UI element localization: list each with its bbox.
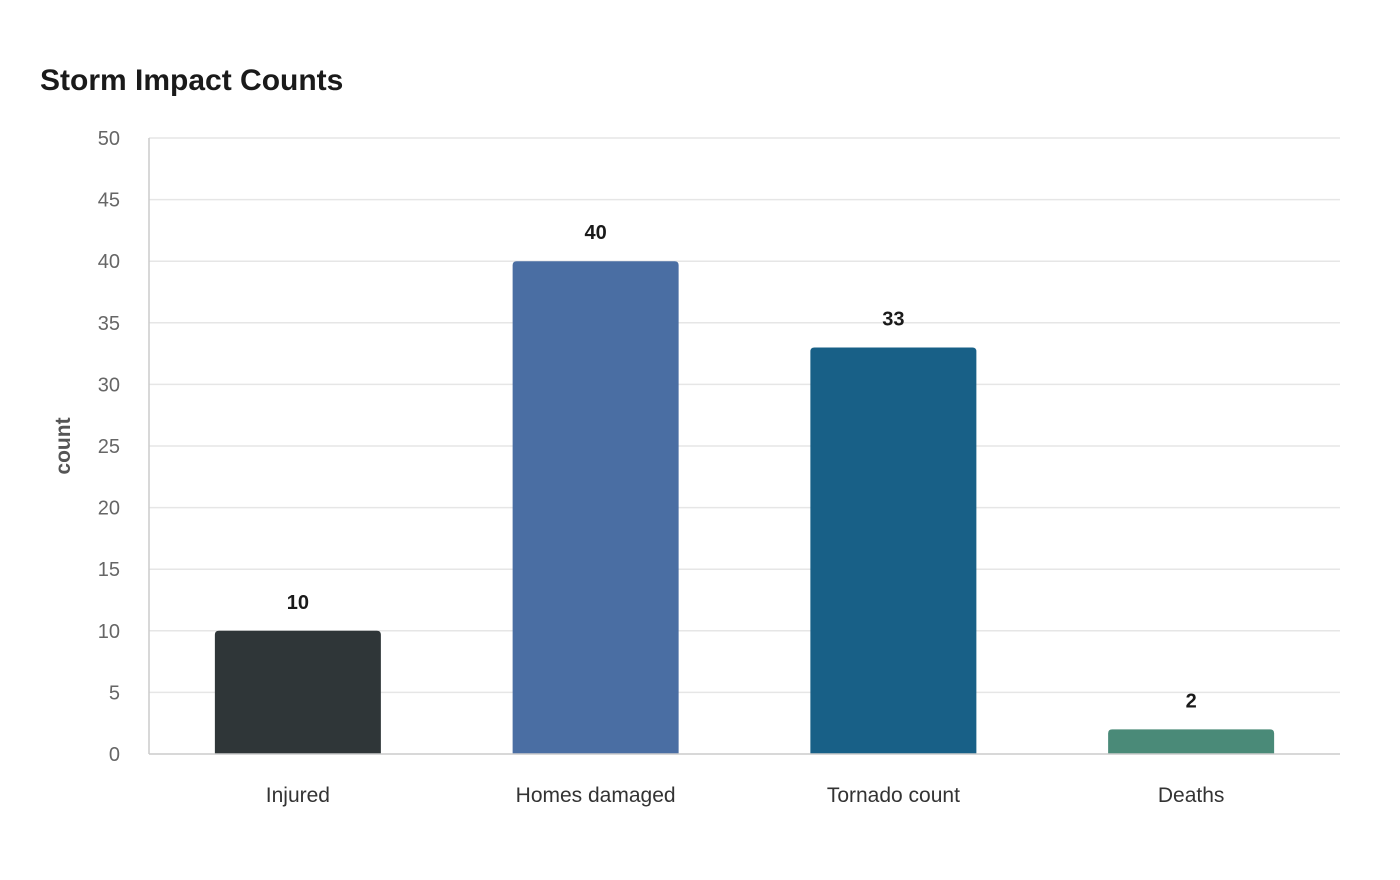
x-axis-ticks: Injured Homes damaged Tornado count Deaths xyxy=(266,784,1225,807)
y-tick-label: 45 xyxy=(98,190,120,212)
data-label: 2 xyxy=(1186,690,1197,712)
bars xyxy=(214,261,1275,754)
data-label: 40 xyxy=(585,222,607,244)
y-tick-label: 10 xyxy=(98,621,120,643)
y-tick-label: 0 xyxy=(109,744,120,766)
y-tick-label: 40 xyxy=(98,251,120,273)
y-tick-label: 20 xyxy=(98,498,120,520)
bar-homes-damaged xyxy=(512,261,679,754)
y-axis-label: count xyxy=(52,417,75,474)
gridlines xyxy=(149,137,1340,694)
y-tick-label: 30 xyxy=(98,374,120,396)
y-axis-ticks: 0 5 10 15 20 25 30 35 40 45 50 xyxy=(98,128,120,766)
y-tick-label: 50 xyxy=(98,128,120,150)
chart-title: Storm Impact Counts xyxy=(40,64,343,97)
y-tick-label: 15 xyxy=(98,559,120,581)
bar-deaths xyxy=(1108,729,1275,754)
data-labels: 10 40 33 2 xyxy=(287,222,1197,712)
y-tick-label: 25 xyxy=(98,436,120,458)
bar-injured xyxy=(214,630,381,754)
y-tick-label: 35 xyxy=(98,313,120,335)
y-tick-label: 5 xyxy=(109,682,120,704)
data-label: 33 xyxy=(882,308,904,330)
x-tick-label: Tornado count xyxy=(827,784,960,807)
data-label: 10 xyxy=(287,592,309,614)
bar-tornado-count xyxy=(810,347,977,754)
x-tick-label: Injured xyxy=(266,784,330,807)
x-tick-label: Homes damaged xyxy=(516,784,676,807)
x-tick-label: Deaths xyxy=(1158,784,1225,807)
